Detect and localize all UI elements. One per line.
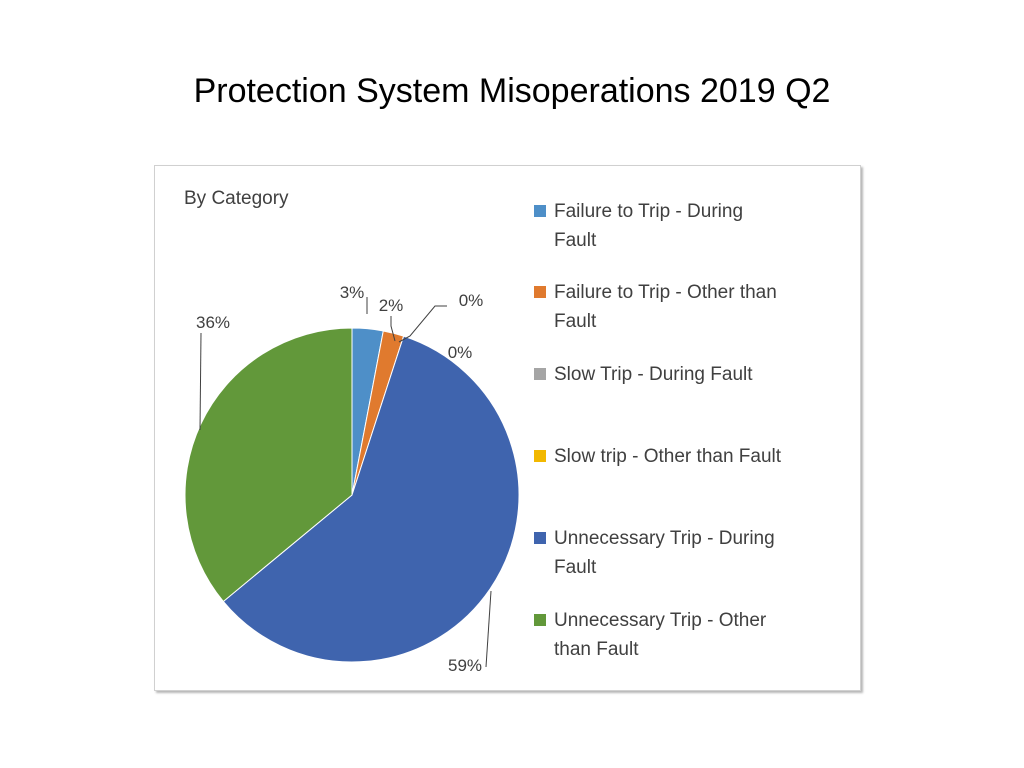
leader-line-unnecessary-trip-during-fault <box>485 590 492 668</box>
legend-label-failure-to-trip-other-than-fault: Failure to Trip - Other than Fault <box>554 282 777 332</box>
pie-slices <box>184 327 520 663</box>
legend-item-failure-to-trip-during-fault: Failure to Trip - During Fault <box>534 201 743 251</box>
leader-line-failure-to-trip-other-than-fault <box>390 316 396 342</box>
legend-label-failure-to-trip-during-fault: Failure to Trip - During Fault <box>554 201 743 251</box>
legend-item-unnecessary-trip-during-fault: Unnecessary Trip - During Fault <box>534 528 775 578</box>
chart-title: By Category <box>184 188 289 209</box>
legend-item-unnecessary-trip-other-than-fault: Unnecessary Trip - Other than Fault <box>534 610 767 660</box>
legend-label-unnecessary-trip-during-fault: Unnecessary Trip - During Fault <box>554 528 775 578</box>
pie-slice-unnecessary-trip-other-than-fault <box>184 327 353 603</box>
legend-swatch-unnecessary-trip-during-fault <box>534 532 546 544</box>
legend-item-slow-trip-other-than-fault: Slow trip - Other than Fault <box>534 446 782 467</box>
leader-lines <box>199 297 492 668</box>
leader-line-unnecessary-trip-other-than-fault <box>199 332 202 431</box>
data-labels: 3% 2% 0% 0% 59% 36% <box>196 283 483 675</box>
data-label-failure-to-trip-during-fault: 3% <box>340 283 365 302</box>
legend-item-failure-to-trip-other-than-fault: Failure to Trip - Other than Fault <box>534 282 777 332</box>
legend-item-slow-trip-during-fault: Slow Trip - During Fault <box>534 364 753 385</box>
legend-swatch-unnecessary-trip-other-than-fault <box>534 614 546 626</box>
data-label-failure-to-trip-other-than-fault: 2% <box>379 296 404 315</box>
legend-label-unnecessary-trip-other-than-fault: Unnecessary Trip - Other than Fault <box>554 610 767 660</box>
legend-swatch-failure-to-trip-during-fault <box>534 205 546 217</box>
data-label-unnecessary-trip-other-than-fault: 36% <box>196 313 230 332</box>
legend-label-slow-trip-during-fault: Slow Trip - During Fault <box>554 364 753 385</box>
legend-swatch-failure-to-trip-other-than-fault <box>534 286 546 298</box>
data-label-slow-trip-during-fault: 0% <box>459 291 484 310</box>
chart-container: By Category 3% 2% 0% 0% 59% 36% Failure to Tr… <box>154 165 861 691</box>
data-label-unnecessary-trip-during-fault: 59% <box>448 656 482 675</box>
leader-line-slow-trip-during-fault <box>398 305 447 343</box>
legend-label-slow-trip-other-than-fault: Slow trip - Other than Fault <box>554 446 782 467</box>
legend-swatch-slow-trip-other-than-fault <box>534 450 546 462</box>
pie-slice-unnecessary-trip-during-fault <box>222 335 520 663</box>
legend: Failure to Trip - During Fault Failure to … <box>534 201 782 660</box>
slide-title: Protection System Misoperations 2019 Q2 <box>193 72 831 110</box>
legend-swatch-slow-trip-during-fault <box>534 368 546 380</box>
pie-chart: By Category 3% 2% 0% 0% 59% 36% Failure to Tr… <box>184 188 782 675</box>
data-label-slow-trip-other-than-fault: 0% <box>448 343 473 362</box>
